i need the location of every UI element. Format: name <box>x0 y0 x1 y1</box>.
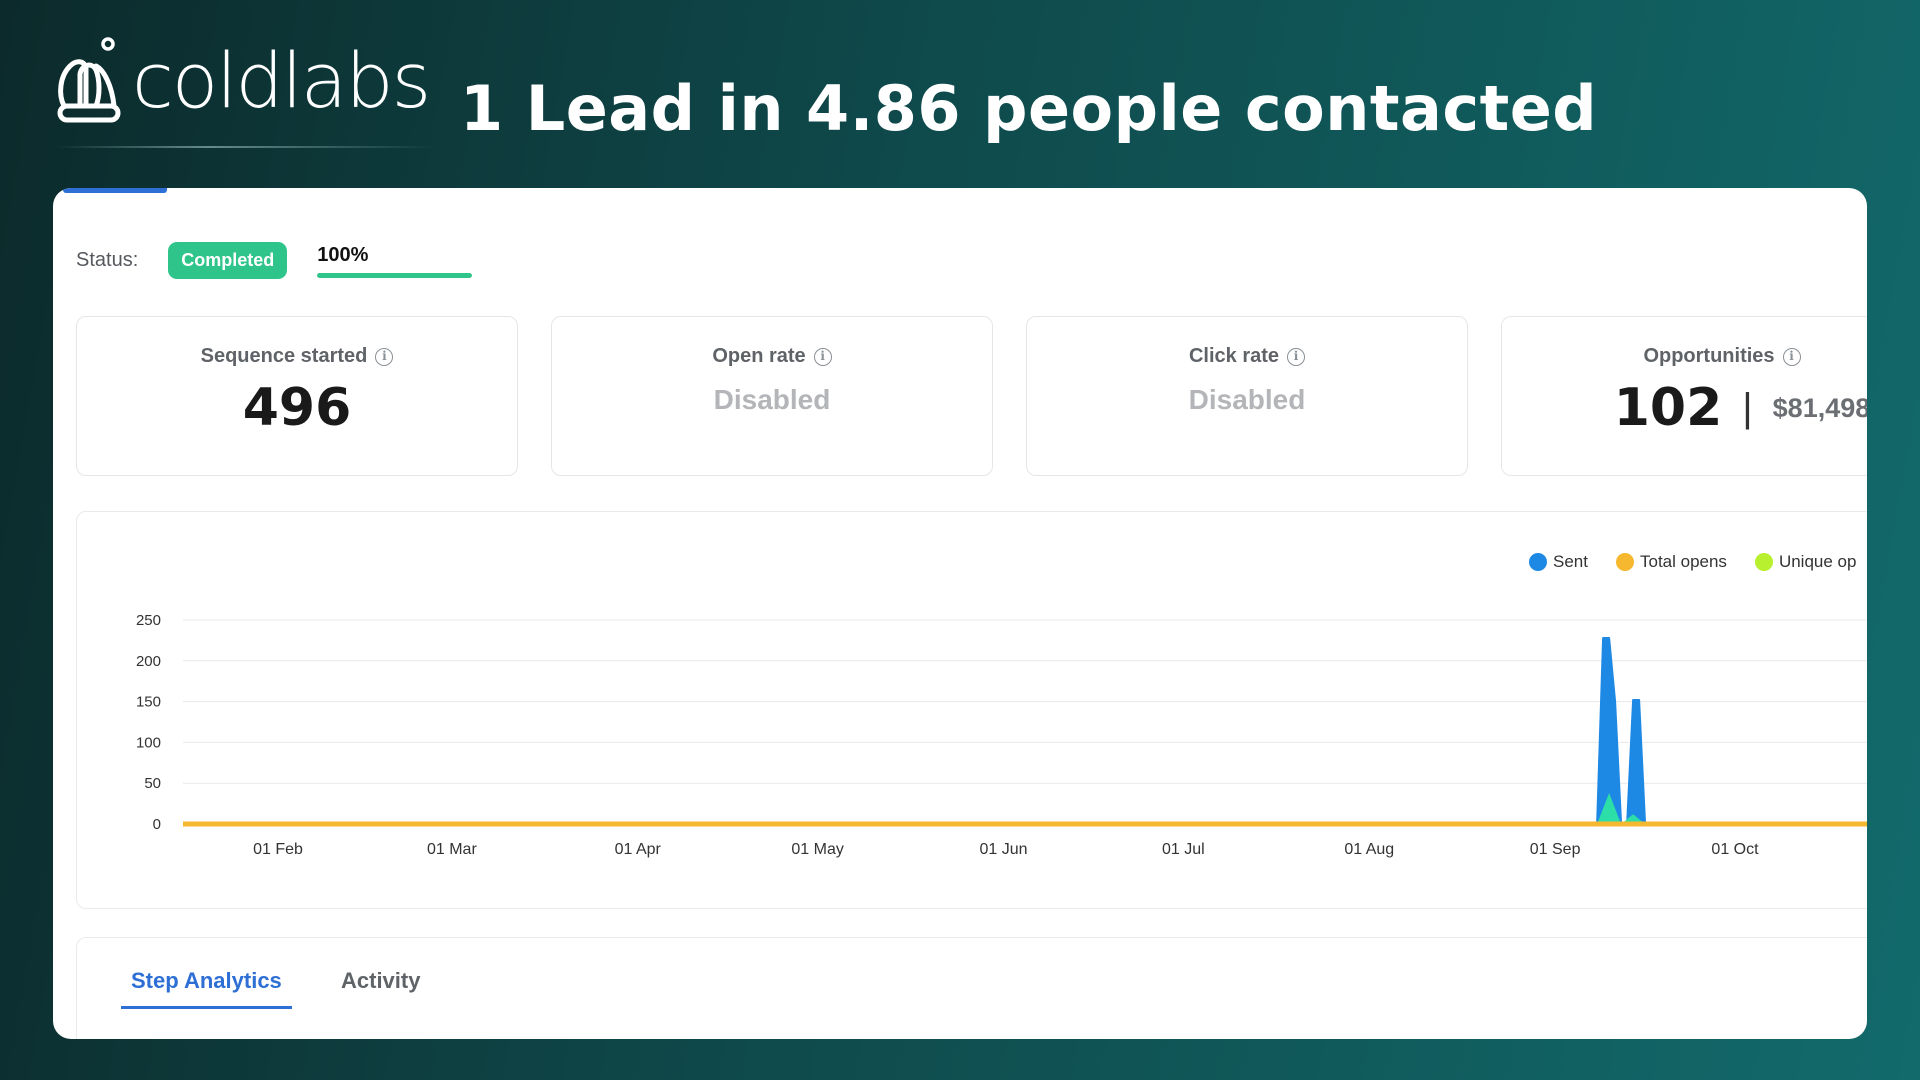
x-tick-label: 01 Feb <box>253 841 303 858</box>
tab-step-analytics[interactable]: Step Analytics <box>121 968 292 1009</box>
tab-activity[interactable]: Activity <box>341 968 421 993</box>
y-tick-label: 50 <box>144 775 161 792</box>
coldlabs-logo-icon <box>57 37 121 123</box>
legend-label-unique-opens: Unique op <box>1778 552 1857 571</box>
card-title: Opportunities i <box>1502 345 1867 368</box>
card-opportunities: Opportunities i 102 | $81,498 <box>1501 316 1867 476</box>
info-icon[interactable]: i <box>1782 347 1801 366</box>
chart-plot: 250 200 150 100 50 0 01 Feb 01 Mar 01 Apr 01 May 0… <box>136 612 1867 858</box>
card-open-rate: Open rate i Disabled <box>551 316 993 476</box>
opportunities-separator: | <box>1742 385 1753 430</box>
brand-header: coldlabs <box>56 36 431 126</box>
legend-label-sent: Sent <box>1553 552 1588 571</box>
card-sequence-started: Sequence started i 496 <box>76 316 518 476</box>
card-title: Click rate i <box>1027 345 1467 368</box>
x-tick-label: 01 Sep <box>1530 841 1581 858</box>
y-tick-label: 100 <box>136 734 161 751</box>
info-icon[interactable]: i <box>1287 347 1306 366</box>
legend-label-total-opens: Total opens <box>1639 552 1727 571</box>
legend-dot-unique-opens <box>1754 553 1773 571</box>
opportunities-count: 102 <box>1613 378 1723 438</box>
opportunities-amount: $81,498 <box>1772 392 1867 423</box>
card-title-text: Sequence started <box>200 345 368 367</box>
x-tick-label: 01 Mar <box>427 841 477 858</box>
x-tick-label: 01 Jul <box>1162 841 1205 858</box>
series-sent-area <box>1596 637 1647 825</box>
x-tick-label: 01 Aug <box>1344 841 1394 858</box>
status-badge: Completed <box>168 241 288 279</box>
y-tick-label: 150 <box>136 694 161 711</box>
legend-item-sent[interactable]: Sent <box>1529 552 1588 572</box>
card-click-rate: Click rate i Disabled <box>1026 316 1468 476</box>
legend-item-total-opens[interactable]: Total opens <box>1615 552 1727 572</box>
brand-name: coldlabs <box>132 36 431 125</box>
campaign-panel: Status: Completed 100% Sequence started … <box>53 188 1867 1039</box>
opportunities-row: 102 | $81,498 <box>1542 378 1867 438</box>
active-tab-indicator <box>63 188 167 193</box>
card-title: Sequence started i <box>77 345 517 368</box>
progress-fill <box>317 273 473 278</box>
info-icon[interactable]: i <box>375 347 394 366</box>
card-title-text: Open rate <box>712 345 806 367</box>
legend-item-unique-opens[interactable]: Unique op <box>1754 552 1857 572</box>
legend-dot-total-opens <box>1615 553 1634 571</box>
progress-text: 100% <box>317 244 369 266</box>
analytics-tabs: Step Analytics Activity <box>76 937 1867 1039</box>
sending-chart: Sent Total opens Unique op 250 200 150 100 5… <box>76 511 1867 909</box>
y-tick-label: 250 <box>136 612 161 629</box>
x-tick-label: 01 Apr <box>615 841 662 858</box>
page-headline: 1 Lead in 4.86 people contacted <box>460 72 1598 145</box>
x-tick-label: 01 Jun <box>979 841 1027 858</box>
progress-indicator: 100% <box>317 240 473 280</box>
card-title-text: Opportunities <box>1643 345 1775 367</box>
open-rate-value: Disabled <box>713 384 831 415</box>
legend-dot-sent <box>1529 553 1547 571</box>
card-title: Open rate i <box>552 345 992 368</box>
x-tick-label: 01 May <box>791 841 843 858</box>
status-row: Status: Completed 100% <box>76 240 473 280</box>
brand-underline <box>56 146 436 148</box>
progress-track <box>317 273 473 278</box>
y-tick-label: 200 <box>136 653 161 670</box>
chart-legend: Sent Total opens Unique op <box>1529 552 1856 572</box>
click-rate-value: Disabled <box>1188 384 1306 415</box>
y-tick-label: 0 <box>153 816 161 833</box>
card-title-text: Click rate <box>1188 345 1280 367</box>
x-tick-label: 01 Oct <box>1711 841 1759 858</box>
info-icon[interactable]: i <box>813 347 832 366</box>
series-unique-opens-area <box>1597 793 1646 824</box>
status-label: Status: <box>76 248 139 271</box>
sequence-started-value: 496 <box>242 378 352 438</box>
